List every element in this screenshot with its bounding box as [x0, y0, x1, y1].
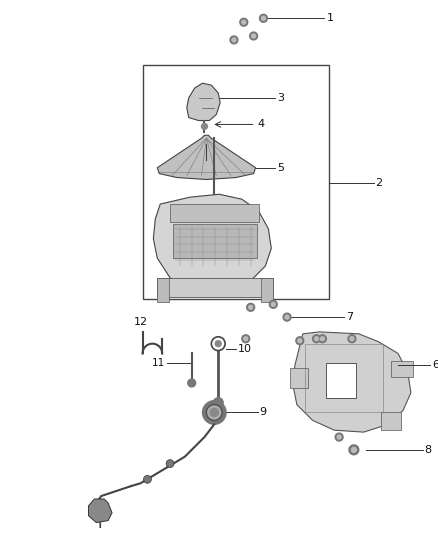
Bar [170, 204, 258, 222]
Polygon shape [326, 364, 356, 398]
Circle shape [313, 335, 321, 343]
Text: 8: 8 [425, 445, 432, 455]
Circle shape [250, 32, 258, 40]
Circle shape [215, 341, 221, 346]
Circle shape [335, 433, 343, 441]
Circle shape [296, 337, 304, 345]
Circle shape [249, 305, 253, 309]
Circle shape [348, 335, 356, 343]
Circle shape [350, 337, 354, 341]
Circle shape [252, 34, 256, 38]
Polygon shape [261, 278, 273, 302]
Circle shape [166, 459, 174, 467]
Bar [381, 413, 401, 430]
Circle shape [201, 124, 208, 130]
Bar [290, 368, 307, 388]
Circle shape [285, 315, 289, 319]
Polygon shape [293, 332, 411, 432]
Circle shape [298, 339, 302, 343]
Text: 2: 2 [375, 179, 383, 189]
Circle shape [244, 337, 248, 341]
Bar [391, 361, 413, 377]
Polygon shape [88, 499, 112, 522]
Text: 4: 4 [258, 119, 265, 130]
Text: 3: 3 [277, 93, 284, 103]
Polygon shape [157, 135, 256, 180]
Circle shape [318, 335, 326, 343]
Circle shape [210, 408, 218, 416]
Text: 1: 1 [326, 13, 333, 23]
Text: 6: 6 [432, 360, 438, 370]
Circle shape [351, 447, 357, 453]
Circle shape [213, 398, 223, 408]
Text: 10: 10 [238, 344, 252, 353]
Circle shape [242, 20, 246, 24]
Bar [142, 66, 329, 300]
Circle shape [202, 401, 226, 424]
Text: 5: 5 [277, 163, 284, 173]
Bar [173, 224, 257, 258]
Circle shape [240, 18, 248, 26]
Circle shape [208, 407, 220, 418]
Polygon shape [157, 278, 169, 302]
Circle shape [247, 303, 254, 311]
Circle shape [337, 435, 341, 439]
Circle shape [230, 36, 238, 44]
Text: 11: 11 [152, 358, 165, 368]
Circle shape [271, 302, 275, 306]
Circle shape [283, 313, 291, 321]
Circle shape [259, 14, 267, 22]
Circle shape [188, 379, 196, 387]
Circle shape [242, 335, 250, 343]
Text: 7: 7 [346, 312, 353, 322]
Circle shape [349, 445, 359, 455]
Polygon shape [187, 83, 220, 120]
Bar [305, 344, 383, 413]
Circle shape [144, 475, 152, 483]
Circle shape [321, 337, 325, 341]
Polygon shape [153, 194, 271, 295]
Text: 12: 12 [134, 317, 148, 327]
Text: 9: 9 [259, 407, 267, 417]
Circle shape [314, 337, 318, 341]
Circle shape [206, 405, 222, 421]
Circle shape [261, 17, 265, 20]
Circle shape [269, 301, 277, 308]
Bar [157, 278, 273, 297]
Circle shape [232, 38, 236, 42]
